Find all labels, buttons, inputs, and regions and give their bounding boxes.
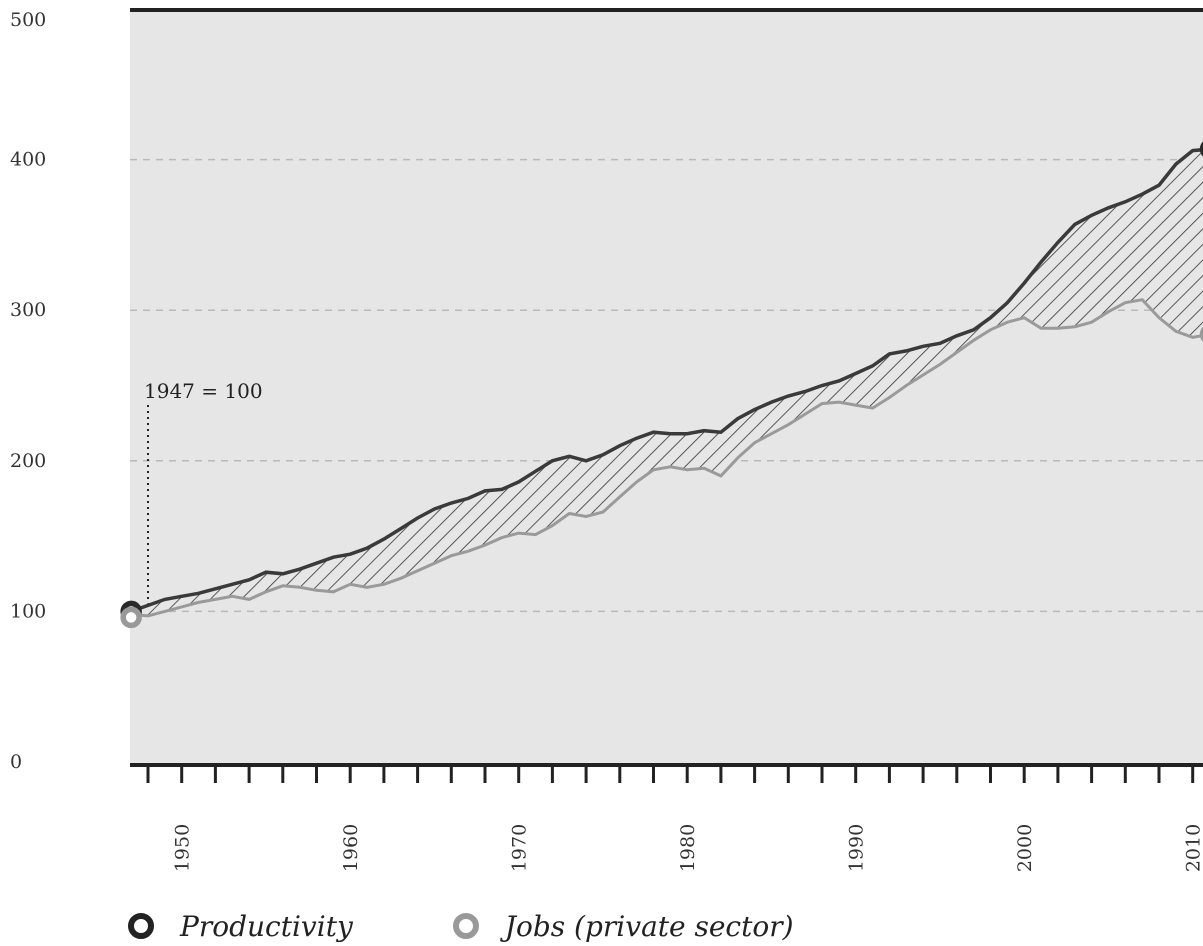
x-tick-label: 2010 xyxy=(1183,824,1203,872)
legend-item-jobs: Jobs (private sector) xyxy=(453,910,794,943)
legend-item-productivity: Productivity xyxy=(128,910,353,943)
baseline-annotation: 1947 = 100 xyxy=(144,379,263,403)
jobs-start-marker xyxy=(123,609,139,625)
y-axis-ticks: 0 100 200 300 400 500 xyxy=(10,9,46,773)
x-axis-ticks: 1950 1960 1970 1980 1990 2000 2010 xyxy=(148,765,1203,872)
x-tick-label: 2000 xyxy=(1014,824,1036,872)
y-tick-label: 100 xyxy=(10,600,46,622)
y-tick-label: 400 xyxy=(10,149,46,171)
productivity-marker-icon xyxy=(128,913,154,939)
plot-area xyxy=(130,9,1203,766)
x-tick-label: 1960 xyxy=(340,824,362,872)
y-tick-label: 200 xyxy=(10,450,46,472)
x-tick-label: 1950 xyxy=(172,824,194,872)
legend-label-productivity: Productivity xyxy=(180,910,353,943)
x-tick-label: 1990 xyxy=(846,824,868,872)
jobs-marker-icon xyxy=(453,913,479,939)
legend-label-jobs: Jobs (private sector) xyxy=(505,910,794,943)
y-tick-label: 300 xyxy=(10,299,46,321)
x-tick-label: 1980 xyxy=(677,824,699,872)
legend: Productivity Jobs (private sector) xyxy=(128,906,894,946)
y-tick-label: 500 xyxy=(10,9,46,31)
y-tick-label: 0 xyxy=(10,751,22,773)
x-tick-label: 1970 xyxy=(509,824,531,872)
